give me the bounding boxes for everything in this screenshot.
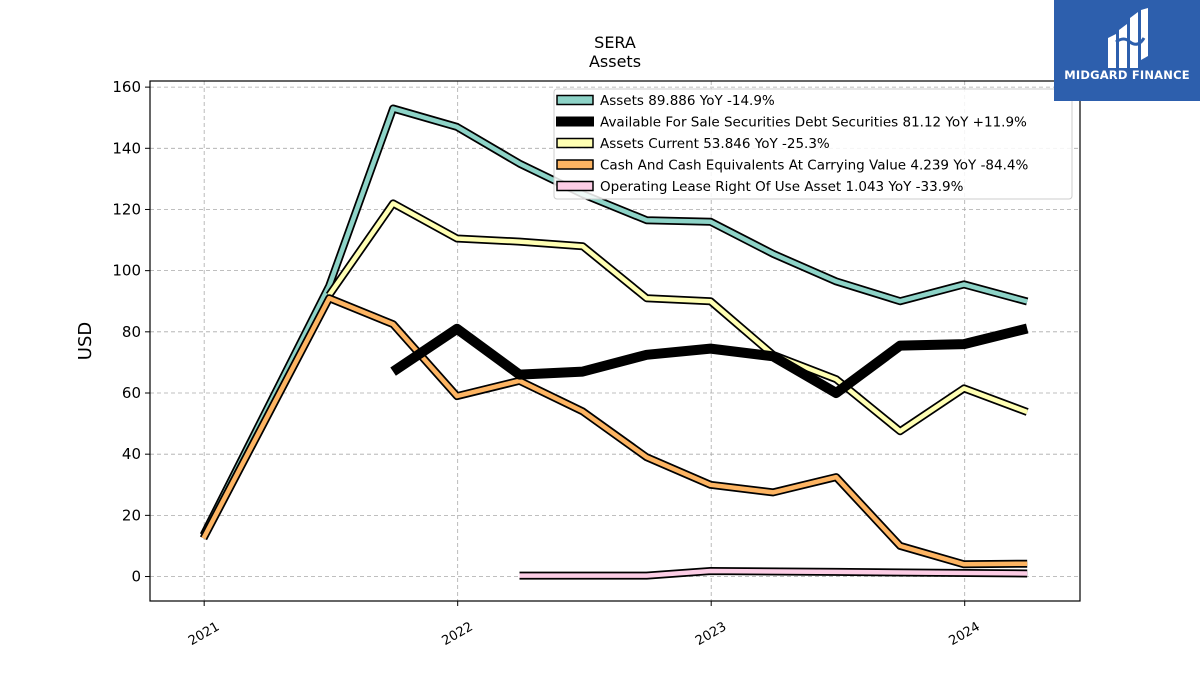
legend-swatch: [556, 116, 594, 127]
y-tick-label: 20: [122, 506, 141, 524]
legend-swatch: [556, 94, 594, 106]
y-tick-label: 100: [112, 262, 141, 280]
legend-item: Operating Lease Right Of Use Asset 1.043…: [556, 179, 964, 195]
brand-logo: MIDGARD FINANCE: [1054, 0, 1200, 101]
series-line: [390, 323, 1029, 398]
y-tick-label: 0: [131, 568, 141, 586]
plot-frame: [149, 80, 1081, 602]
series-line: [519, 567, 1028, 580]
series-lines: [199, 104, 1029, 580]
legend-label: Assets 89.886 YoY -14.9%: [600, 93, 775, 109]
series-line-path: [201, 106, 1028, 537]
y-tick-label: 80: [122, 323, 141, 341]
y-axis-label: USD: [75, 322, 96, 360]
legend-label: Assets Current 53.846 YoY -25.3%: [600, 136, 830, 152]
y-tick-label: 40: [122, 445, 141, 463]
legend-label: Available For Sale Securities Debt Secur…: [600, 115, 1027, 131]
y-tick-label: 140: [112, 139, 141, 157]
legend-box: [553, 88, 1073, 200]
mf-monogram-icon: [1108, 8, 1148, 68]
legend-label: Cash And Cash Equivalents At Carrying Va…: [600, 158, 1028, 174]
legend-swatch: [556, 159, 594, 170]
legend-item: Assets 89.886 YoY -14.9%: [556, 93, 775, 109]
legend-item: Cash And Cash Equivalents At Carrying Va…: [556, 158, 1028, 174]
legend-swatch: [556, 137, 594, 149]
y-tick-label: 160: [112, 78, 141, 96]
series-line: [199, 104, 1029, 538]
y-tick-label: 60: [122, 384, 141, 402]
series-line: [325, 199, 1029, 436]
y-tick-label: 120: [112, 200, 141, 218]
legend-item: Assets Current 53.846 YoY -25.3%: [556, 136, 830, 152]
legend-swatch: [556, 180, 594, 192]
legend-item: Available For Sale Securities Debt Secur…: [556, 115, 1027, 131]
legend-label: Operating Lease Right Of Use Asset 1.043…: [600, 179, 964, 195]
series-line-path: [390, 323, 1029, 398]
series-line-path: [519, 568, 1028, 578]
chart-legend: Assets 89.886 YoY -14.9% Available For Sa…: [553, 88, 1073, 200]
series-line-path: [327, 201, 1028, 434]
series-line-path: [201, 295, 1028, 567]
brand-name: MIDGARD FINANCE: [1064, 68, 1190, 82]
chart-title: SERA: [594, 33, 636, 52]
chart-subtitle: Assets: [589, 52, 641, 71]
y-axis-ticks: 0 20 40 60 80 100 120 140 160: [112, 78, 150, 586]
series-line: [199, 294, 1028, 569]
